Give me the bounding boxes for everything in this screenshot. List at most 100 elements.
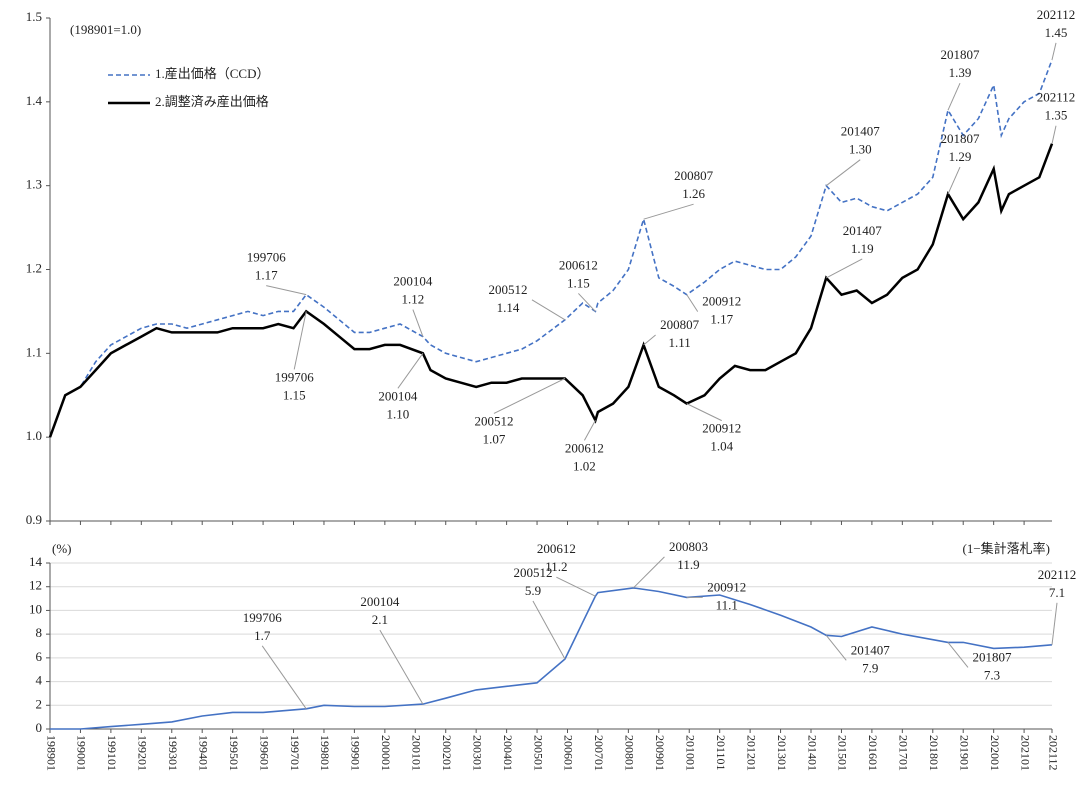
y-tick-label: 10 [29, 601, 42, 616]
annotation-value: 1.30 [849, 142, 872, 157]
annotation-date: 200104 [360, 594, 400, 609]
x-tick-label: 200901 [653, 735, 667, 771]
annotation-leader [643, 334, 656, 346]
chart-note: (1−集計落札率) [963, 541, 1051, 556]
x-tick-label: 200001 [379, 735, 393, 771]
x-tick-label: 201901 [957, 735, 971, 771]
x-tick-label: 200601 [562, 735, 576, 771]
annotation-value: 1.02 [573, 458, 596, 473]
x-tick-label: 201101 [714, 735, 728, 771]
annotation-leader [947, 166, 961, 195]
annotation-date: 201407 [841, 124, 881, 139]
annotation-value: 1.35 [1045, 108, 1068, 123]
x-tick-label: 202001 [988, 735, 1002, 771]
annotation-leader [493, 378, 566, 414]
annotation-value: 2.1 [372, 612, 388, 627]
series-line [48, 143, 1054, 438]
annotation-date: 200512 [474, 413, 513, 428]
annotation-date: 200912 [707, 579, 746, 594]
x-tick-label: 200501 [531, 735, 545, 771]
x-tick-label: 198901 [44, 735, 58, 771]
annotation-value: 11.9 [677, 557, 699, 572]
annotation-leader [1051, 602, 1058, 645]
x-tick-label: 200401 [501, 735, 515, 771]
x-tick-label: 200101 [410, 735, 424, 771]
annotation-leader [583, 420, 596, 441]
annotation-value: 1.15 [567, 275, 590, 290]
annotation-date: 200912 [702, 294, 741, 309]
annotation-leader [686, 294, 699, 312]
x-tick-label: 201001 [684, 735, 698, 771]
y-tick-label: 1.1 [26, 344, 42, 359]
annotation-value: 1.39 [949, 65, 972, 80]
annotation-value: 5.9 [525, 583, 541, 598]
y-tick-label: 1.0 [26, 428, 42, 443]
x-tick-label: 201301 [775, 735, 789, 771]
y-tick-label: 1.5 [26, 9, 42, 24]
annotation-leader [531, 299, 566, 321]
annotation-leader [1051, 125, 1057, 144]
y-tick-label: 1.3 [26, 177, 42, 192]
x-tick-label: 200801 [623, 735, 637, 771]
annotation-value: 1.17 [255, 268, 278, 283]
annotation-date: 199706 [243, 610, 283, 625]
annotation-leader [825, 258, 863, 279]
y-tick-label: 0 [36, 720, 43, 735]
y-tick-label: 14 [29, 554, 43, 569]
annotation-date: 200803 [669, 539, 708, 554]
annotation-date: 201807 [972, 649, 1012, 664]
x-tick-label: 199301 [166, 735, 180, 771]
annotation-date: 200807 [674, 168, 714, 183]
x-tick-label: 201601 [866, 735, 880, 771]
annotation-leader [532, 600, 566, 660]
legend-label: 1.産出価格（CCD） [155, 66, 269, 81]
annotation-value: 1.45 [1045, 25, 1068, 40]
annotation-date: 200612 [537, 541, 576, 556]
y-tick-label: 0.9 [26, 512, 42, 527]
annotation-leader [412, 309, 424, 337]
annotation-value: 1.07 [483, 431, 506, 446]
x-tick-label: 201201 [744, 735, 758, 771]
x-tick-label: 199801 [318, 735, 332, 771]
chart-note: (198901=1.0) [70, 22, 141, 37]
x-tick-label: 199901 [349, 735, 363, 771]
annotation-value: 1.7 [254, 628, 271, 643]
annotation-value: 1.11 [668, 335, 690, 350]
annotation-date: 201407 [843, 223, 883, 238]
annotation-leader [947, 642, 969, 668]
x-tick-label: 200301 [470, 735, 484, 771]
y-tick-label: 4 [36, 673, 43, 688]
annotation-date: 200512 [513, 565, 552, 580]
annotation-leader [261, 645, 307, 710]
annotation-date: 201807 [940, 47, 980, 62]
annotation-date: 201807 [940, 131, 980, 146]
y-tick-label: 12 [29, 578, 42, 593]
annotation-value: 1.29 [949, 149, 972, 164]
annotation-leader [686, 403, 722, 422]
annotation-leader [578, 293, 596, 312]
annotation-value: 11.1 [716, 597, 738, 612]
legend-label: 2.調整済み産出価格 [155, 94, 269, 109]
annotation-date: 202112 [1038, 567, 1077, 582]
series-line [50, 587, 1053, 730]
x-tick-label: 199701 [288, 735, 302, 771]
annotation-date: 200807 [660, 317, 700, 332]
x-tick-label: 199101 [105, 735, 119, 771]
annotation-leader [825, 635, 847, 661]
annotation-date: 200612 [565, 440, 604, 455]
y-tick-label: 6 [36, 649, 43, 664]
annotation-date: 199706 [247, 250, 287, 265]
y-tick-label: 1.4 [26, 93, 43, 108]
annotation-value: 1.04 [710, 439, 733, 454]
x-tick-label: 200201 [440, 735, 454, 771]
annotation-leader [556, 576, 596, 597]
x-tick-label: 201701 [897, 735, 911, 771]
annotation-value: 1.10 [387, 406, 410, 421]
annotation-value: 7.1 [1049, 585, 1065, 600]
annotation-date: 202112 [1037, 90, 1076, 105]
y-tick-label: 2 [36, 696, 43, 711]
annotation-date: 200104 [393, 274, 433, 289]
x-tick-label: 202101 [1018, 735, 1032, 771]
y-tick-label: 1.2 [26, 260, 42, 275]
